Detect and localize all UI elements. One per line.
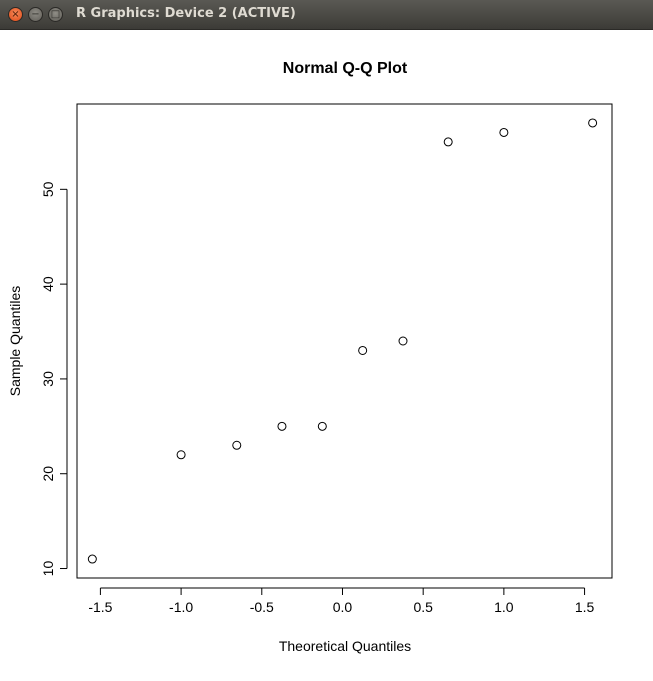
x-tick-label: 0.0 bbox=[333, 599, 353, 615]
data-point bbox=[398, 336, 408, 346]
x-tick-label: 1.0 bbox=[494, 599, 514, 615]
minimize-window-button[interactable]: − bbox=[28, 7, 43, 22]
data-point bbox=[358, 345, 368, 355]
y-axis: 10 20 30 40 50 bbox=[40, 181, 68, 577]
close-window-button[interactable]: × bbox=[8, 7, 23, 22]
x-axis-label: Theoretical Quantiles bbox=[279, 638, 411, 654]
x-tick-label: -0.5 bbox=[250, 599, 274, 615]
data-point bbox=[87, 554, 97, 564]
x-tick-label: 1.5 bbox=[575, 599, 595, 615]
data-point bbox=[317, 421, 327, 431]
data-point bbox=[443, 137, 453, 147]
data-point bbox=[499, 127, 509, 137]
y-axis-label: Sample Quantiles bbox=[7, 286, 23, 397]
close-icon: × bbox=[11, 8, 20, 20]
qq-plot-chart: Normal Q-Q Plot Theoretical Quantiles Sa… bbox=[7, 60, 613, 654]
x-tick-label: -1.0 bbox=[169, 599, 193, 615]
y-tick-label: 40 bbox=[40, 276, 56, 292]
y-tick-label: 30 bbox=[40, 371, 56, 387]
data-point bbox=[176, 450, 186, 460]
window-title: R Graphics: Device 2 (ACTIVE) bbox=[76, 6, 296, 21]
minimize-icon: − bbox=[31, 8, 40, 20]
x-tick-label: 0.5 bbox=[413, 599, 433, 615]
data-points bbox=[87, 118, 598, 564]
data-point bbox=[588, 118, 598, 128]
chart-title: Normal Q-Q Plot bbox=[283, 60, 408, 77]
data-point bbox=[232, 440, 242, 450]
x-axis: -1.5 -1.0 -0.5 0.0 0.5 1.0 1.5 bbox=[88, 587, 595, 615]
y-tick-label: 20 bbox=[40, 466, 56, 482]
window-titlebar[interactable]: × − □ R Graphics: Device 2 (ACTIVE) bbox=[0, 0, 653, 30]
maximize-icon: □ bbox=[50, 8, 61, 20]
maximize-window-button[interactable]: □ bbox=[48, 7, 63, 22]
data-point bbox=[277, 421, 287, 431]
y-tick-label: 10 bbox=[40, 561, 56, 577]
x-tick-label: -1.5 bbox=[88, 599, 112, 615]
plot-area: Normal Q-Q Plot Theoretical Quantiles Sa… bbox=[0, 30, 653, 681]
y-tick-label: 50 bbox=[40, 181, 56, 197]
plot-frame bbox=[76, 103, 613, 579]
